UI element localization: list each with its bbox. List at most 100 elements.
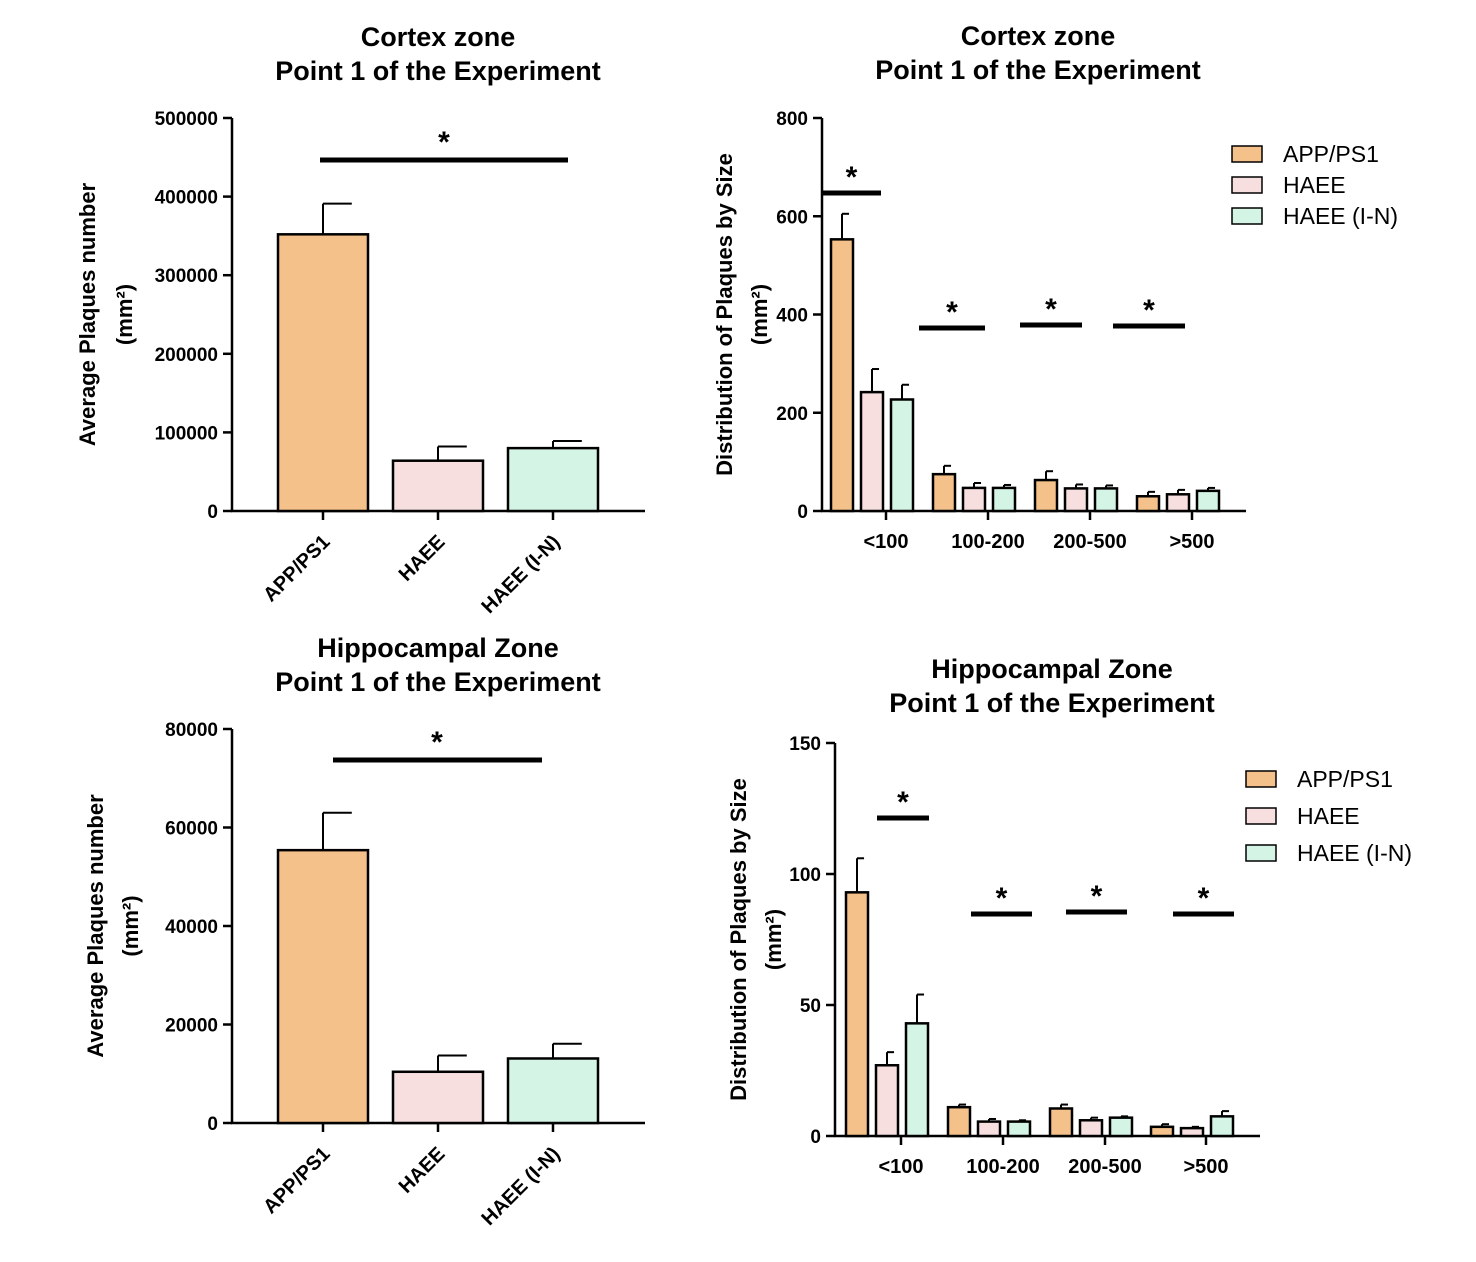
y-axis-label: Distribution of Plaques by Size <box>726 778 751 1101</box>
x-tick-label: 200-500 <box>1053 531 1126 553</box>
chart-title: Cortex zone <box>961 21 1116 51</box>
legend: APP/PS1 HAEE HAEE (I-N) <box>1245 766 1412 866</box>
y-axis-unit: (mm²) <box>118 895 143 956</box>
legend-label: APP/PS1 <box>1297 766 1393 792</box>
legend-label: HAEE <box>1283 172 1346 198</box>
bar <box>1179 1126 1205 1138</box>
bar <box>859 390 885 513</box>
x-tick-label: >500 <box>1169 531 1214 553</box>
y-tick-label: 40000 <box>165 917 218 938</box>
legend-swatch <box>1245 844 1277 862</box>
bar <box>1093 487 1119 513</box>
chart-subtitle: Point 1 of the Experiment <box>889 688 1215 718</box>
x-tick-label: 200-500 <box>1068 1156 1141 1178</box>
x-tick-label: <100 <box>878 1156 923 1178</box>
x-tick-label: APP/PS1 <box>259 531 334 606</box>
y-tick-label: 600 <box>776 207 808 228</box>
legend: APP/PS1 HAEE HAEE (I-N) <box>1231 141 1398 229</box>
y-tick-label: 50 <box>800 996 821 1017</box>
legend-label: HAEE <box>1297 803 1360 829</box>
y-tick-label: 300000 <box>155 266 218 287</box>
significance-star: * <box>1198 882 1210 915</box>
bar <box>991 486 1017 513</box>
y-tick-label: 0 <box>797 502 808 523</box>
bar <box>1209 1115 1235 1138</box>
significance-star: * <box>438 126 450 159</box>
x-tick-label: HAEE (I-N) <box>477 531 564 618</box>
x-tick-label: >500 <box>1183 1156 1228 1178</box>
legend-swatch <box>1245 770 1277 788</box>
chart-subtitle: Point 1 of the Experiment <box>275 56 601 86</box>
x-tick-label: <100 <box>863 531 908 553</box>
y-axis-unit: (mm²) <box>112 284 137 345</box>
chart-title: Hippocampal Zone <box>931 654 1173 684</box>
bar <box>889 398 915 513</box>
bar <box>506 1057 600 1125</box>
significance-star: * <box>1143 294 1155 327</box>
legend-swatch <box>1231 176 1263 194</box>
bar <box>931 472 957 513</box>
chart-hippocampal-total: Hippocampal Zone Point 1 of the Experimen… <box>83 633 645 1230</box>
y-axis-label: Distribution of Plaques by Size <box>712 153 737 476</box>
bar <box>1078 1119 1104 1138</box>
y-tick-label: 80000 <box>165 720 218 741</box>
bar <box>276 848 370 1125</box>
x-tick-label: 100-200 <box>966 1156 1039 1178</box>
y-tick-label: 60000 <box>165 819 218 840</box>
bar <box>829 238 855 513</box>
bar <box>874 1064 900 1138</box>
significance-star: * <box>897 786 909 819</box>
bar <box>506 446 600 513</box>
y-tick-label: 150 <box>789 734 821 755</box>
legend-label: HAEE (I-N) <box>1283 203 1398 229</box>
x-tick-label: 100-200 <box>951 531 1024 553</box>
y-tick-label: 400000 <box>155 188 218 209</box>
y-tick-label: 800 <box>776 109 808 130</box>
bar <box>946 1105 972 1138</box>
significance-star: * <box>946 296 958 329</box>
y-axis-label: Average Plaques number <box>83 794 108 1058</box>
bar <box>961 486 987 513</box>
bar <box>1195 489 1221 513</box>
significance-star: * <box>431 726 443 759</box>
chart-subtitle: Point 1 of the Experiment <box>275 667 601 697</box>
y-axis-unit: (mm²) <box>761 909 786 970</box>
bar <box>1149 1125 1175 1138</box>
x-tick-label: HAEE <box>395 531 450 586</box>
legend-label: APP/PS1 <box>1283 141 1379 167</box>
significance-star: * <box>846 161 858 194</box>
y-tick-label: 200000 <box>155 345 218 366</box>
legend-label: HAEE (I-N) <box>1297 840 1412 866</box>
y-tick-label: 0 <box>207 1114 218 1135</box>
bar <box>976 1120 1002 1138</box>
y-tick-label: 100000 <box>155 423 218 444</box>
y-tick-label: 200 <box>776 404 808 425</box>
x-tick-label: HAEE <box>395 1143 450 1198</box>
bar <box>904 1022 930 1138</box>
bar <box>1063 487 1089 513</box>
y-tick-label: 20000 <box>165 1016 218 1037</box>
bar <box>1048 1107 1074 1138</box>
y-tick-label: 500000 <box>155 109 218 130</box>
y-axis-unit: (mm²) <box>747 284 772 345</box>
bar <box>391 1070 485 1125</box>
y-tick-label: 0 <box>207 502 218 523</box>
chart-hippocampal-size: Hippocampal Zone Point 1 of the Experimen… <box>726 654 1412 1178</box>
chart-cortex-size: Cortex zone Point 1 of the Experiment Dist… <box>712 21 1398 553</box>
significance-star: * <box>996 882 1008 915</box>
bar <box>1165 493 1191 513</box>
chart-title: Cortex zone <box>361 22 516 52</box>
legend-swatch <box>1245 807 1277 825</box>
bar <box>1135 495 1161 513</box>
bar <box>276 233 370 513</box>
x-tick-label: HAEE (I-N) <box>477 1143 564 1230</box>
x-tick-label: APP/PS1 <box>259 1143 334 1218</box>
y-axis-label: Average Plaques number <box>75 182 100 446</box>
bar <box>1108 1116 1134 1138</box>
significance-star: * <box>1091 880 1103 913</box>
significance-star: * <box>1045 293 1057 326</box>
y-tick-label: 400 <box>776 306 808 327</box>
y-tick-label: 0 <box>810 1127 821 1148</box>
y-tick-label: 100 <box>789 865 821 886</box>
